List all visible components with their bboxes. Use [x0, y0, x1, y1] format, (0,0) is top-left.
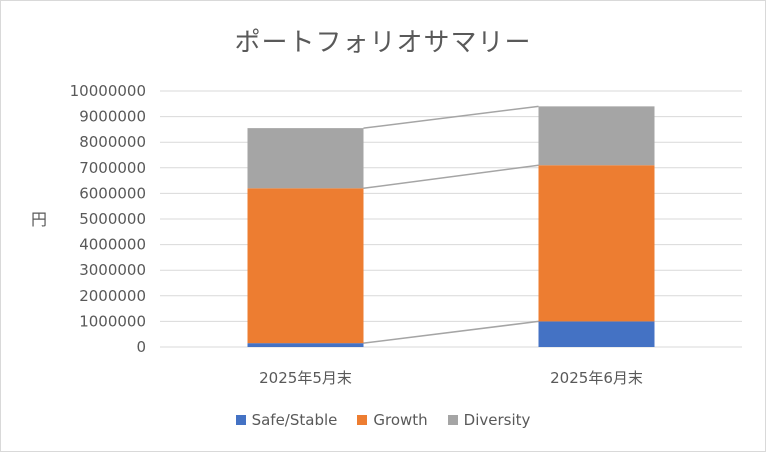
series-line: [363, 320, 539, 344]
legend-item: Growth: [357, 411, 428, 429]
y-tick-label: 3000000: [79, 261, 146, 279]
series-lines: [363, 105, 539, 344]
y-tick-label: 8000000: [79, 133, 146, 151]
x-tick-label: 2025年6月末: [550, 369, 643, 387]
y-tick-label: 9000000: [79, 108, 146, 126]
bar-segment-diversity: [247, 128, 364, 189]
x-tick-label: 2025年5月末: [259, 369, 352, 387]
y-tick-label: 10000000: [70, 82, 146, 100]
y-tick-label: 2000000: [79, 287, 146, 305]
y-tick-label: 1000000: [79, 312, 146, 330]
bar-segment-diversity: [538, 106, 655, 166]
bar-segment-safe-stable: [247, 343, 364, 347]
series-line: [363, 105, 539, 129]
legend-item: Diversity: [447, 411, 531, 429]
bar-segment-safe-stable: [538, 321, 655, 347]
legend-label: Diversity: [463, 411, 531, 429]
legend-label: Growth: [373, 411, 428, 429]
legend-swatch: [447, 415, 458, 425]
legend-label: Safe/Stable: [251, 411, 338, 429]
bars: [247, 106, 655, 347]
legend: Safe/Stable Growth Diversity: [0, 411, 766, 429]
chart-title: ポートフォリオサマリー: [234, 28, 532, 58]
y-tick-label: 6000000: [79, 184, 146, 202]
y-tick-label: 5000000: [79, 210, 146, 228]
y-tick-label: 7000000: [79, 159, 146, 177]
y-tick-label: 4000000: [79, 236, 146, 254]
legend-swatch: [357, 415, 368, 425]
x-tick-labels: 2025年5月末 2025年6月末: [259, 369, 643, 387]
legend-item: Safe/Stable: [235, 411, 338, 429]
legend-swatch: [235, 415, 246, 425]
grid-lines: [160, 90, 742, 348]
y-tick-label: 0: [136, 338, 146, 356]
y-axis-label: 円: [30, 210, 47, 229]
y-tick-labels: 0 1000000 2000000 3000000 4000000 5000000 6000…: [70, 82, 146, 356]
series-line: [363, 164, 539, 190]
bar-segment-growth: [247, 188, 364, 344]
bar-segment-growth: [538, 165, 655, 322]
